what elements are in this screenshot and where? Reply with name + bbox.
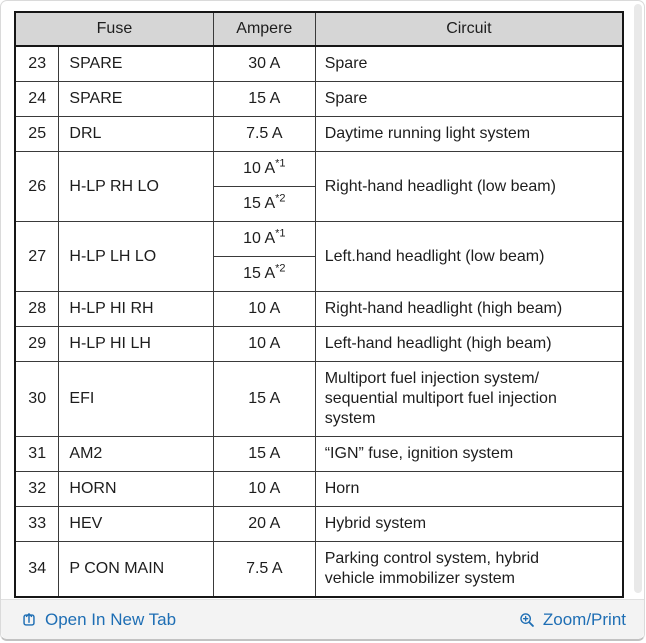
- ampere-cell: 15 A*2: [212, 186, 316, 222]
- ampere-cell: 15 A: [212, 361, 316, 437]
- table-row: 34 P CON MAIN 7.5 A Parking control system,…: [14, 541, 624, 598]
- ampere-footnote-marker: *1: [275, 227, 286, 240]
- circuit-cell: Hybrid system: [314, 506, 624, 542]
- ampere-cell: 7.5 A: [212, 116, 316, 152]
- ampere-footnote-marker: *1: [275, 157, 286, 170]
- fuse-number-cell: 31: [14, 436, 60, 472]
- circuit-cell: Spare: [314, 81, 624, 117]
- circuit-cell: Right-hand headlight (high beam): [314, 291, 624, 327]
- fuse-number-cell: 28: [14, 291, 60, 327]
- fuse-number-cell: 23: [14, 45, 60, 82]
- open-in-new-tab-link[interactable]: Open In New Tab: [20, 610, 176, 630]
- ampere-cell: 10 A*1: [212, 221, 316, 257]
- circuit-cell: Left.hand headlight (low beam): [314, 221, 624, 292]
- fuse-name-cell: H-LP RH LO: [58, 151, 214, 222]
- fuse-name-cell: SPARE: [58, 45, 214, 82]
- ampere-cell: 10 A: [212, 291, 316, 327]
- fuse-number-cell: 26: [14, 151, 60, 222]
- ampere-footnote-marker: *2: [275, 262, 286, 275]
- table-row: 33 HEV 20 A Hybrid system: [14, 506, 624, 542]
- fuse-number-cell: 32: [14, 471, 60, 507]
- fuse-name-cell: HORN: [58, 471, 214, 507]
- fuse-name-cell: EFI: [58, 361, 214, 437]
- fuse-name-cell: H-LP HI RH: [58, 291, 214, 327]
- header-fuse: Fuse: [14, 11, 214, 47]
- fuse-name-cell: H-LP HI LH: [58, 326, 214, 362]
- header-ampere: Ampere: [212, 11, 316, 47]
- header-row: Fuse Ampere Circuit: [14, 11, 624, 47]
- circuit-cell: Daytime running light system: [314, 116, 624, 152]
- header-circuit: Circuit: [314, 11, 624, 47]
- fuse-name-cell: P CON MAIN: [58, 541, 214, 598]
- table-row: 27 H-LP LH LO 10 A*1 Left.hand headlight (l…: [14, 221, 624, 292]
- ampere-cell: 10 A: [212, 471, 316, 507]
- ampere-cell: 7.5 A: [212, 541, 316, 598]
- table-row: 24 SPARE 15 A Spare: [14, 81, 624, 117]
- ampere-cell: 30 A: [212, 45, 316, 82]
- open-in-new-tab-label: Open In New Tab: [45, 609, 177, 629]
- footer-bar: Open In New Tab Zoom/Print: [1, 599, 644, 639]
- circuit-cell: Right-hand headlight (low beam): [314, 151, 624, 222]
- fuse-number-cell: 34: [14, 541, 60, 598]
- fuse-number-cell: 24: [14, 81, 60, 117]
- fuse-number-cell: 29: [14, 326, 60, 362]
- circuit-cell: Left-hand headlight (high beam): [314, 326, 624, 362]
- circuit-cell: Spare: [314, 45, 624, 82]
- table-row: 30 EFI 15 A Multiport fuel injection system…: [14, 361, 624, 437]
- zoom-print-label: Zoom/Print: [542, 609, 626, 629]
- ampere-cell: 15 A*2: [212, 256, 316, 292]
- ampere-footnote-marker: *2: [275, 192, 286, 205]
- table-row: 32 HORN 10 A Horn: [14, 471, 624, 507]
- fuse-table-header: Fuse Ampere Circuit: [14, 11, 624, 47]
- circuit-cell: Horn: [314, 471, 624, 507]
- ampere-cell: 15 A: [212, 81, 316, 117]
- table-row: 26 H-LP RH LO 10 A*1 Right-hand headlight (…: [14, 151, 624, 222]
- zoom-print-link[interactable]: Zoom/Print: [518, 610, 626, 630]
- ampere-cell: 10 A: [212, 326, 316, 362]
- ampere-cell: 20 A: [212, 506, 316, 542]
- fuse-name-cell: DRL: [58, 116, 214, 152]
- table-row: 25 DRL 7.5 A Daytime running light system: [14, 116, 624, 152]
- zoom-plus-icon: [520, 612, 534, 627]
- fuse-name-cell: H-LP LH LO: [58, 221, 214, 292]
- fuse-number-cell: 25: [14, 116, 60, 152]
- table-row: 31 AM2 15 A “IGN” fuse, ignition system: [14, 436, 624, 472]
- table-subrow: 15 A*2: [15, 256, 623, 292]
- fuse-name-cell: AM2: [58, 436, 214, 472]
- fuse-number-cell: 27: [14, 221, 60, 292]
- circuit-cell: “IGN” fuse, ignition system: [314, 436, 624, 472]
- table-row: 29 H-LP HI LH 10 A Left-hand headlight (hig…: [14, 326, 624, 362]
- circuit-cell: Multiport fuel injection system/ sequent…: [314, 361, 624, 437]
- fuse-number-cell: 30: [14, 361, 60, 437]
- fuse-number-cell: 33: [14, 506, 60, 542]
- table-row: 28 H-LP HI RH 10 A Right-hand headlight (hi…: [14, 291, 624, 327]
- fuse-table: Fuse Ampere Circuit 23 SPARE 30 A Spare 24 SP…: [14, 11, 624, 598]
- ampere-cell: 10 A*1: [212, 151, 316, 187]
- fuse-name-cell: SPARE: [58, 81, 214, 117]
- fuse-name-cell: HEV: [58, 506, 214, 542]
- scrollbar[interactable]: [634, 4, 642, 593]
- circuit-cell: Parking control system, hybrid vehicle i…: [314, 541, 624, 598]
- open-in-new-tab-icon: [23, 612, 35, 626]
- table-subrow: 15 A*2: [15, 186, 623, 222]
- fuse-table-body: 23 SPARE 30 A Spare 24 SPARE 15 A Spare 25 DRL 7.5…: [14, 45, 624, 598]
- table-row: 23 SPARE 30 A Spare: [14, 45, 624, 82]
- ampere-cell: 15 A: [212, 436, 316, 472]
